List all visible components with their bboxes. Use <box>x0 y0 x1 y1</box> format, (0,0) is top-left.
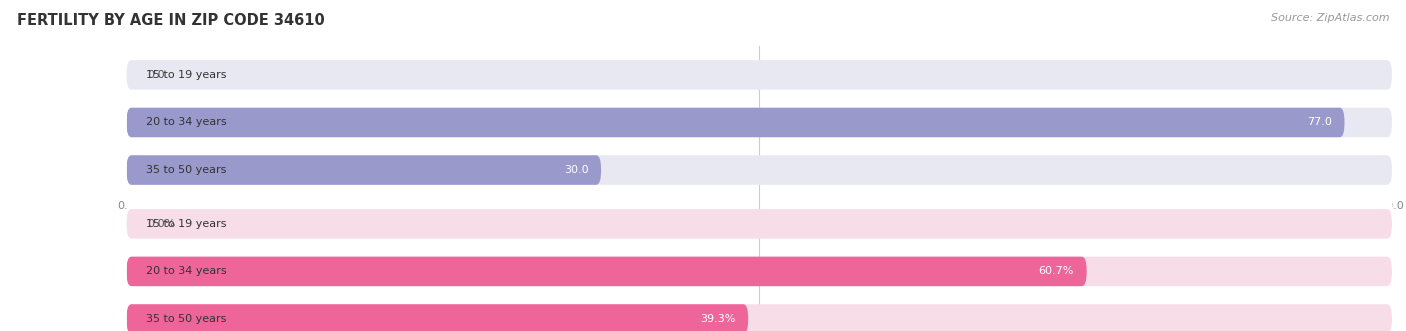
Text: 39.3%: 39.3% <box>700 314 735 324</box>
Text: 0.0: 0.0 <box>148 70 165 80</box>
FancyBboxPatch shape <box>127 304 1392 331</box>
Text: 15 to 19 years: 15 to 19 years <box>146 70 226 80</box>
Text: 35 to 50 years: 35 to 50 years <box>146 165 226 175</box>
Text: 20 to 34 years: 20 to 34 years <box>146 118 226 127</box>
Text: 20 to 34 years: 20 to 34 years <box>146 266 226 276</box>
FancyBboxPatch shape <box>127 60 1392 90</box>
Text: FERTILITY BY AGE IN ZIP CODE 34610: FERTILITY BY AGE IN ZIP CODE 34610 <box>17 13 325 28</box>
FancyBboxPatch shape <box>127 108 1392 137</box>
FancyBboxPatch shape <box>127 155 1392 185</box>
FancyBboxPatch shape <box>127 108 1344 137</box>
Text: 77.0: 77.0 <box>1308 118 1331 127</box>
Text: Source: ZipAtlas.com: Source: ZipAtlas.com <box>1271 13 1389 23</box>
Text: 30.0: 30.0 <box>564 165 589 175</box>
Text: 0.0%: 0.0% <box>148 219 176 229</box>
FancyBboxPatch shape <box>127 209 1392 239</box>
Text: 60.7%: 60.7% <box>1039 266 1074 276</box>
Text: 35 to 50 years: 35 to 50 years <box>146 314 226 324</box>
FancyBboxPatch shape <box>127 304 748 331</box>
FancyBboxPatch shape <box>127 257 1392 286</box>
FancyBboxPatch shape <box>127 257 1087 286</box>
Text: 15 to 19 years: 15 to 19 years <box>146 219 226 229</box>
FancyBboxPatch shape <box>127 155 602 185</box>
